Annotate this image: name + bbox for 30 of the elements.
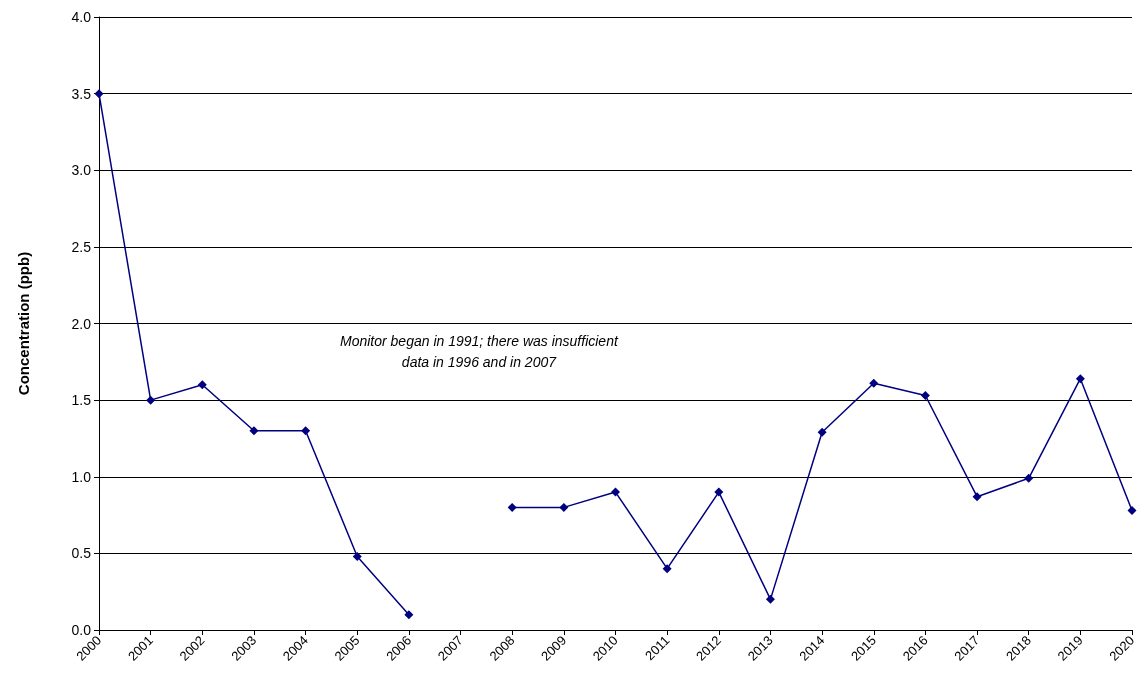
point xyxy=(404,610,414,620)
point xyxy=(301,426,311,436)
annotation: Monitor began in 1991; there was insufficient data in 1996 and in 2007 xyxy=(339,332,619,370)
y-tick-label: 1.5 xyxy=(71,392,92,409)
y-tick-label: 0.5 xyxy=(71,545,92,562)
point xyxy=(559,502,569,512)
y-tick-label: 1.0 xyxy=(71,468,92,485)
point xyxy=(765,594,775,604)
point xyxy=(869,378,879,388)
point xyxy=(1127,505,1137,515)
point xyxy=(1075,374,1085,384)
point xyxy=(920,391,930,401)
y-tick-label: 4.0 xyxy=(71,9,92,25)
point xyxy=(1024,473,1034,483)
point xyxy=(197,380,207,390)
point xyxy=(146,395,156,405)
point xyxy=(352,551,362,561)
y-tick-label: 3.5 xyxy=(71,85,92,102)
point xyxy=(611,487,620,497)
y-tick-label: 0.0 xyxy=(71,622,92,638)
point xyxy=(249,426,259,436)
y-tick-label: 3.0 xyxy=(71,162,92,179)
y-axis-title: Concentration (ppb) xyxy=(15,251,32,396)
point xyxy=(714,487,724,497)
point xyxy=(817,427,827,437)
y-tick-label: 2.5 xyxy=(71,238,92,255)
point xyxy=(507,502,517,512)
point xyxy=(972,492,982,502)
point xyxy=(662,564,672,574)
y-tick-label: 2.0 xyxy=(71,315,92,332)
